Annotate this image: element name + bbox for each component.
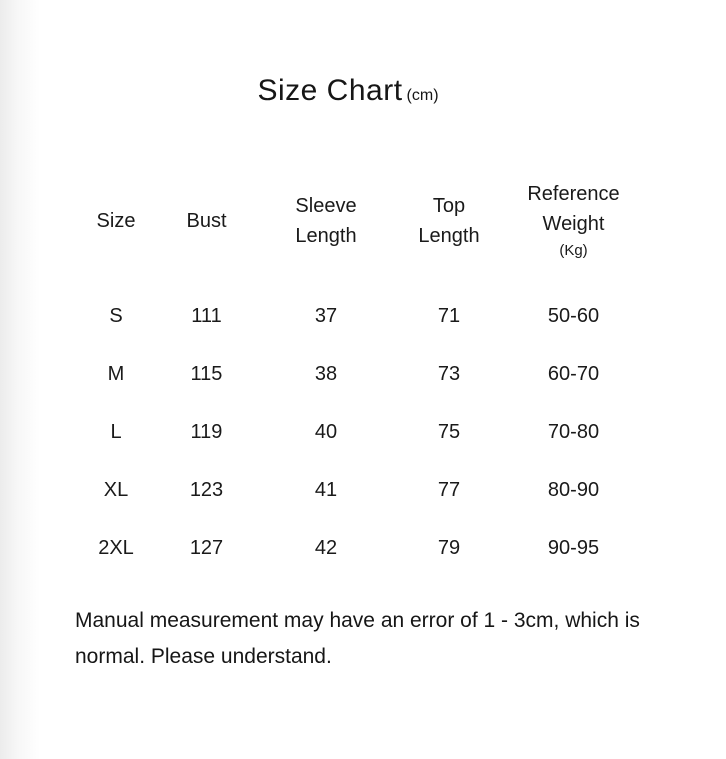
table-cell: 70-80 xyxy=(547,420,600,443)
column-header-label: Size xyxy=(96,210,136,232)
column-header: Size xyxy=(71,177,161,265)
column-header: Top Length xyxy=(400,177,498,265)
table-cell: 60-70 xyxy=(547,362,600,385)
column-header: Reference Weight (Kg) xyxy=(498,177,649,265)
table-row: 2XL 127 42 79 90-95 xyxy=(71,519,649,577)
page-title-unit: (cm) xyxy=(406,87,439,104)
table-cell: 38 xyxy=(314,362,338,385)
table-cell: XL xyxy=(103,478,129,501)
table-cell: S xyxy=(109,304,123,327)
table-row: XL 123 41 77 80-90 xyxy=(71,461,649,519)
table-cell: 79 xyxy=(437,536,461,559)
column-header: Sleeve Length xyxy=(252,177,400,265)
table-cell: 115 xyxy=(190,362,223,385)
table-cell: 50-60 xyxy=(547,304,600,327)
measurement-note: Manual measurement may have an error of … xyxy=(75,609,640,668)
table-cell: 90-95 xyxy=(547,536,600,559)
table-cell: M xyxy=(107,362,125,385)
size-table: Size Bust Sleeve Length Top Length Reference… xyxy=(71,177,649,577)
column-header-label: Reference Weight xyxy=(527,183,620,235)
table-cell: 73 xyxy=(437,362,461,385)
table-cell: 111 xyxy=(191,304,222,327)
page-title-text: Size Chart xyxy=(257,74,403,107)
table-cell: L xyxy=(110,420,122,443)
table-cell: 37 xyxy=(314,304,338,327)
table-row: L 119 40 75 70-80 xyxy=(71,403,649,461)
table-cell: 71 xyxy=(437,304,461,327)
table-cell: 119 xyxy=(190,420,223,443)
table-cell: 40 xyxy=(314,420,338,443)
table-row: S 111 37 71 50-60 xyxy=(71,287,649,345)
table-cell: 77 xyxy=(437,478,461,501)
column-header-subunit: (Kg) xyxy=(559,242,588,259)
title-wrap: Size Chart (cm) xyxy=(0,0,696,115)
column-header-label: Top Length xyxy=(418,195,480,247)
table-cell: 2XL xyxy=(98,536,134,559)
page-title: Size Chart (cm) xyxy=(0,72,696,115)
table-header-row: Size Bust Sleeve Length Top Length Reference… xyxy=(71,177,649,265)
column-header-label: Bust xyxy=(186,210,227,232)
table-cell: 123 xyxy=(189,478,224,501)
table-cell: 80-90 xyxy=(547,478,600,501)
table-cell: 41 xyxy=(314,478,338,501)
table-cell: 127 xyxy=(189,536,224,559)
table-cell: 75 xyxy=(437,420,461,443)
table-cell: 42 xyxy=(314,536,338,559)
spacer-row xyxy=(71,265,649,287)
column-header: Bust xyxy=(161,177,252,265)
table-row: M 115 38 73 60-70 xyxy=(71,345,649,403)
column-header-label: Sleeve Length xyxy=(295,195,357,247)
